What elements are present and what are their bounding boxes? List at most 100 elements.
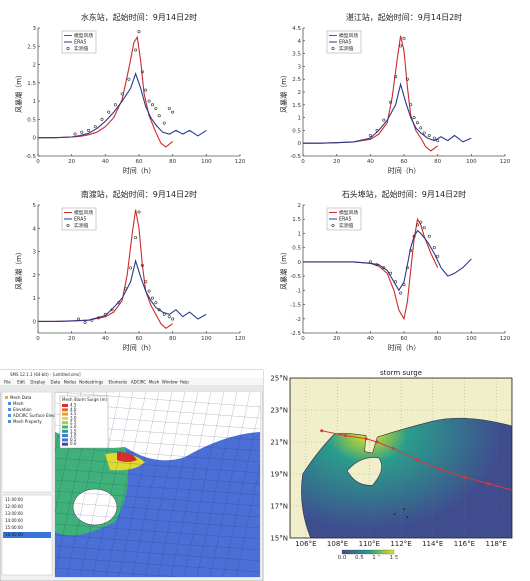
y-tick-label: 1.5 — [292, 103, 301, 109]
paracel-island — [403, 508, 406, 511]
mesh-line — [55, 468, 260, 485]
sms-menu-item: Mesh — [149, 380, 160, 385]
y-tick-label: 2.5 — [27, 44, 36, 50]
legend-label: ERA5 — [74, 217, 87, 223]
observed-point — [162, 312, 166, 316]
legend-box — [326, 207, 362, 231]
mesh-line — [55, 523, 260, 540]
sms-legend-swatch — [62, 404, 68, 407]
chart-title: 南渡站，起始时间：9月14日2时 — [81, 189, 197, 199]
x-tick-label: 20 — [68, 336, 75, 342]
sms-menu-item: File — [4, 380, 11, 385]
land-area — [115, 392, 260, 462]
observed-point — [415, 121, 419, 125]
time-step: 14:00:00 — [5, 518, 23, 523]
map-lon-label: 112°E — [390, 540, 411, 548]
y-tick-label: 4 — [298, 39, 302, 45]
chart-title: 湛江站，起始时间：9月14日2时 — [346, 12, 462, 22]
observed-point — [110, 308, 114, 312]
y-tick-label: 0 — [298, 141, 302, 147]
observed-point — [140, 264, 144, 268]
era5-line — [303, 229, 472, 292]
x-axis-label: 时间（h） — [123, 343, 155, 352]
typhoon-position — [320, 429, 324, 433]
sms-menu-bar — [0, 378, 263, 385]
y-tick-label: 0.5 — [292, 246, 301, 252]
observed-point — [432, 136, 436, 140]
model-wind-line — [38, 35, 174, 148]
observed-point — [90, 318, 94, 322]
hainan-island — [346, 457, 382, 486]
y-tick-label: 0 — [33, 136, 37, 142]
map-lon-label: 110°E — [359, 540, 380, 548]
y-tick-label: 2.5 — [292, 77, 301, 83]
observed-point — [144, 88, 148, 92]
x-tick-label: 120 — [500, 159, 511, 165]
observed-point — [134, 48, 138, 52]
y-tick-label: -1 — [296, 288, 301, 294]
observed-point — [402, 36, 406, 40]
chart-title: 水东站，起始时间：9月14日2时 — [81, 12, 197, 22]
model-wind-line — [38, 209, 174, 329]
mesh-line — [92, 392, 134, 577]
observed-point — [147, 99, 151, 103]
mesh-line — [79, 392, 121, 577]
surge-zone-red — [117, 452, 137, 462]
observed-point — [103, 312, 107, 316]
observed-point — [409, 249, 413, 253]
mesh-line — [235, 465, 260, 577]
tree-item: Mesh Property — [13, 419, 42, 424]
x-tick-label: 0 — [301, 159, 305, 165]
x-tick-label: 0 — [36, 336, 40, 342]
watermark: 风暴潮模型及研究 — [375, 555, 480, 569]
typhoon-position — [462, 475, 466, 479]
era5-line — [38, 72, 207, 139]
y-tick-label: 0.5 — [292, 128, 301, 134]
observed-point — [405, 77, 409, 81]
legend-label: 实测值 — [339, 222, 354, 229]
time-step: 11:00:00 — [5, 497, 23, 502]
typhoon-position — [486, 482, 490, 486]
x-axis-label: 时间（h） — [123, 166, 155, 175]
y-tick-label: 4 — [33, 226, 37, 232]
mesh-line — [55, 501, 260, 518]
legend-box — [61, 30, 97, 54]
x-tick-label: 80 — [434, 336, 441, 342]
observed-point — [167, 315, 171, 319]
observed-point — [368, 134, 372, 138]
sms-menu-item: Data — [51, 380, 61, 385]
y-tick-label: 1 — [33, 99, 37, 105]
legend-label: ERA5 — [74, 40, 87, 46]
chart-title: 石头埠站，起始时间：9月14日2时 — [342, 189, 466, 199]
legend-label: 模型风场 — [339, 209, 358, 216]
sms-legend-swatch — [62, 429, 68, 433]
tree-item: Elevation — [13, 407, 32, 412]
sms-legend-value: 3.5 — [70, 411, 77, 416]
sms-menu-item: Nodestrings — [79, 380, 103, 385]
y-tick-label: 0.5 — [27, 117, 36, 123]
observed-point — [120, 92, 124, 96]
typhoon-position — [415, 458, 419, 462]
x-tick-label: 100 — [201, 159, 212, 165]
mesh-line — [55, 556, 260, 573]
y-tick-label: -1.5 — [290, 303, 301, 309]
time-step: 12:00:00 — [5, 504, 23, 509]
observed-point — [144, 280, 148, 284]
observed-point — [389, 100, 393, 104]
x-tick-label: 120 — [235, 159, 246, 165]
observed-point — [399, 44, 403, 48]
observed-point — [157, 114, 161, 118]
x-tick-label: 20 — [333, 336, 340, 342]
sms-legend-swatch — [62, 434, 68, 438]
sms-legend-value: 2.5 — [70, 420, 77, 425]
y-tick-label: -0.5 — [25, 154, 36, 160]
hainan-island — [72, 488, 118, 526]
sms-legend-value: 3.0 — [70, 415, 77, 420]
sms-screenshot: SMS 12.1.1 (64-bit) - [untitled.sms] File… — [0, 369, 264, 581]
x-tick-label: 80 — [434, 159, 441, 165]
legend-box — [61, 207, 97, 231]
y-tick-label: 0 — [33, 319, 37, 325]
x-axis-label: 时间（h） — [388, 343, 420, 352]
x-tick-label: 20 — [68, 159, 75, 165]
